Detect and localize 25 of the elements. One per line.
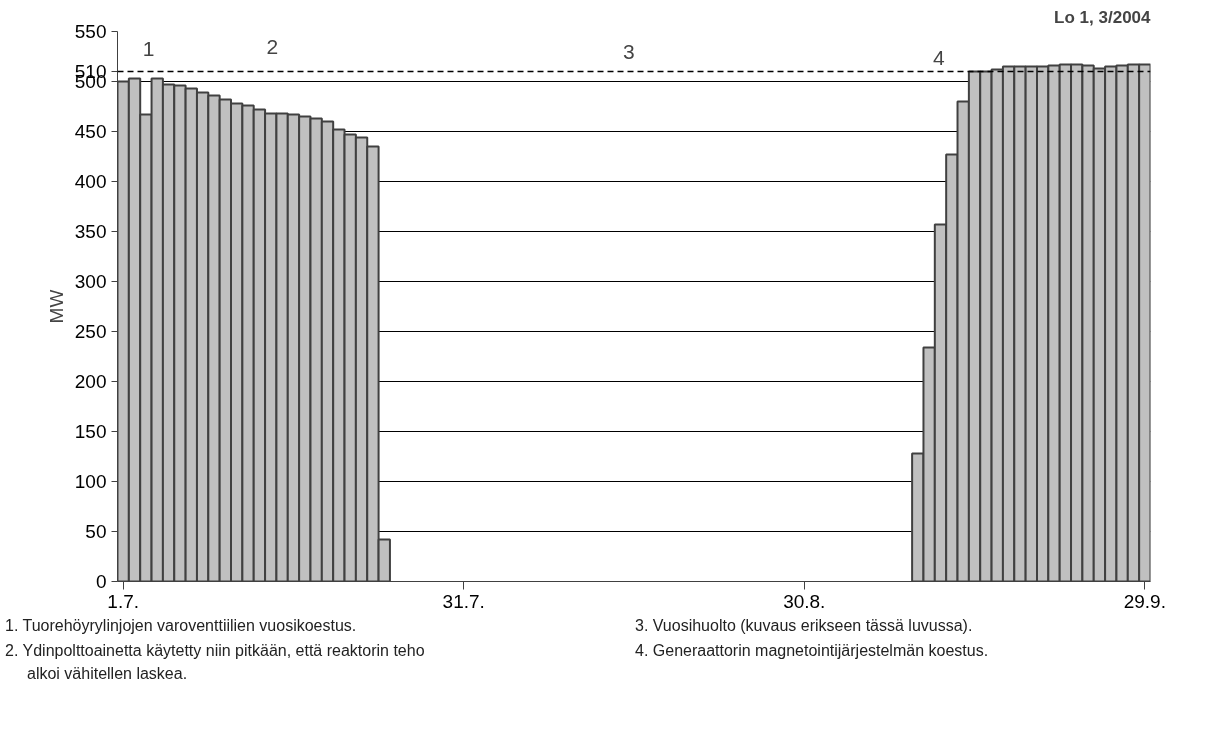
y-tick-label: 300 [74, 271, 107, 292]
y-tick-label: 100 [74, 471, 107, 492]
annotation: 2 [266, 34, 279, 58]
y-tick-label: 0 [95, 571, 107, 592]
x-tick-label: 31.7. [442, 590, 485, 612]
x-tick-label: 1.7. [107, 590, 140, 612]
annotation: 1 [142, 37, 155, 61]
text: 3. Vuosihuolto (kuvaus erikseen tässä luvussa). [635, 616, 974, 636]
text: 1. Tuorehöyrylinjojen varoventtiilien vuosikoestus. [5, 616, 358, 636]
x-tick-label: 29.9. [1123, 590, 1166, 612]
y-tick-label: 150 [74, 421, 107, 442]
y-tick-label: 450 [74, 121, 107, 142]
chart-title: Lo 1, 3/2004 [1054, 7, 1152, 27]
y-axis-title: MW [45, 289, 67, 324]
text: 4. Generaattorin magnetointijärjestelmän koestus. [635, 640, 989, 661]
annotation: 3 [623, 40, 635, 63]
y-tick-label: 400 [74, 171, 107, 192]
y-tick-label: 200 [74, 371, 107, 392]
text: 2. Ydinpolttoainetta käytetty niin pitkään, että reaktorin teho alkoi vähitellen laskea. [5, 640, 426, 684]
x-tick-label: 30.8. [783, 590, 826, 612]
y-tick-label: 250 [74, 321, 107, 342]
annotation: 4 [932, 45, 945, 69]
y-tick-label: 350 [74, 221, 107, 242]
y-tick-label: 550 [74, 21, 107, 42]
y-tick-label: 50 [85, 521, 107, 542]
